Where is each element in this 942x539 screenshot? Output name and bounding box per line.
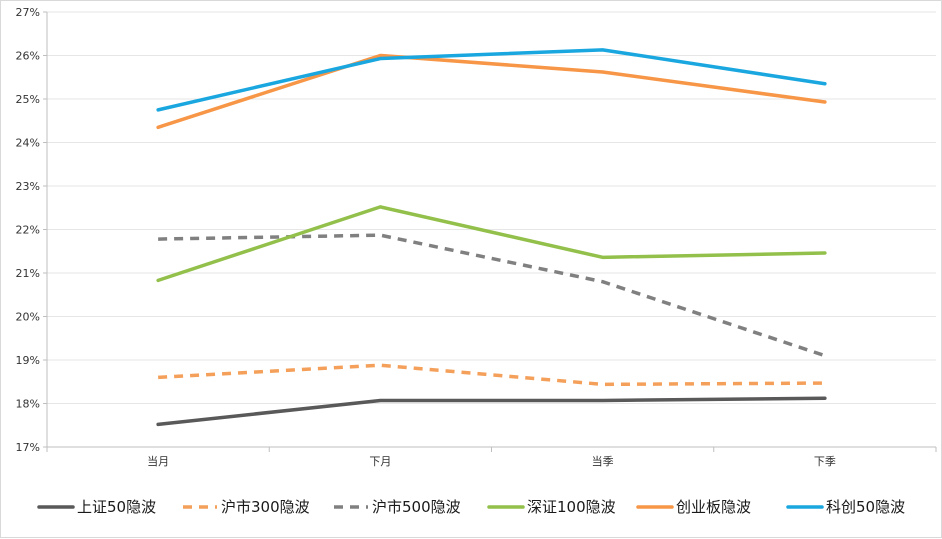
y-tick-label: 20% [16, 311, 40, 324]
legend-entry: 沪市300隐波 [183, 498, 310, 516]
legend-label: 创业板隐波 [676, 498, 751, 516]
x-tick-label: 当季 [592, 454, 614, 468]
y-tick-label: 22% [16, 224, 40, 237]
legend-entry: 上证50隐波 [37, 498, 156, 516]
y-tick-label: 23% [16, 180, 40, 193]
legend-label: 上证50隐波 [77, 498, 156, 516]
y-tick-label: 19% [16, 354, 40, 367]
y-tick-label: 17% [16, 441, 40, 454]
y-tick-label: 27% [16, 6, 40, 19]
y-tick-label: 21% [16, 267, 40, 280]
y-tick-label: 24% [16, 137, 40, 150]
x-axis-ticks: 当月 下月 当季 下季 [46, 447, 937, 468]
legend-label: 沪市500隐波 [372, 498, 461, 516]
series-line-4 [156, 53, 827, 130]
y-tick-label: 26% [16, 50, 40, 63]
series-line-1 [158, 363, 825, 387]
series-lines [156, 48, 827, 427]
legend: 上证50隐波 沪市300隐波 沪市500隐波 深证100隐波 创业板隐波 科创50隐波 [37, 498, 905, 516]
legend-label: 科创50隐波 [826, 498, 905, 516]
y-tick-label: 18% [16, 398, 40, 411]
x-tick-label: 下季 [814, 455, 836, 468]
y-tick-label: 25% [16, 93, 40, 106]
x-tick-label: 当月 [147, 454, 169, 468]
legend-label: 深证100隐波 [527, 498, 616, 516]
series-line-2 [158, 233, 826, 358]
series-line-0 [156, 396, 827, 427]
legend-entry: 创业板隐波 [636, 498, 751, 516]
y-axis-ticks: 17% 18% 19% 20% 21% 22% 23% 24% 25% 26% 27% [16, 6, 47, 454]
series-line-3 [156, 205, 827, 283]
legend-entry: 深证100隐波 [487, 498, 616, 516]
legend-entry: 沪市500隐波 [334, 498, 461, 516]
series-line-5 [156, 48, 827, 112]
legend-entry: 科创50隐波 [786, 498, 905, 516]
x-tick-label: 下月 [369, 455, 391, 468]
gridlines [47, 11, 936, 404]
legend-label: 沪市300隐波 [221, 498, 310, 516]
